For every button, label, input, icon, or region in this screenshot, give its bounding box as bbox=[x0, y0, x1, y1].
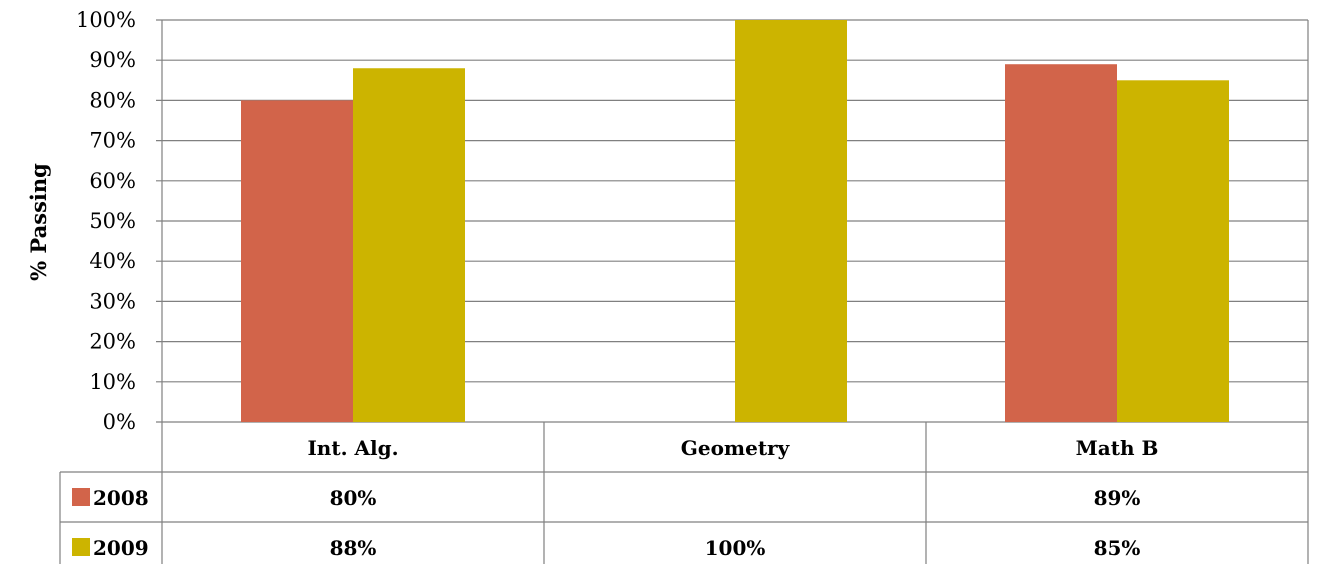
data-label: 100% bbox=[705, 536, 766, 560]
bars bbox=[241, 20, 1229, 423]
bar-2009-int-alg- bbox=[353, 68, 465, 423]
y-tick-label: 70% bbox=[89, 129, 136, 153]
y-tick-label: 60% bbox=[89, 169, 136, 193]
y-tick-label: 0% bbox=[103, 410, 136, 434]
legend-label: 2009 bbox=[93, 536, 149, 560]
bar-2009-geometry bbox=[735, 20, 847, 422]
y-tick-label: 80% bbox=[89, 88, 136, 112]
bar-2008-int-alg- bbox=[241, 100, 353, 423]
legend-label: 2008 bbox=[93, 486, 149, 510]
y-tick-label: 50% bbox=[89, 209, 136, 233]
bar-2008-math-b bbox=[1005, 64, 1117, 422]
y-tick-label: 30% bbox=[89, 289, 136, 313]
data-table: Int. Alg. Geometry Math B 2008 80% 89% 2009 88%… bbox=[59, 422, 1309, 564]
category-label: Int. Alg. bbox=[307, 436, 398, 460]
y-axis-ticks: 0% 10% 20% 30% 40% 50% 60% 70% 80% 90% 100% bbox=[76, 8, 136, 434]
category-label: Math B bbox=[1076, 436, 1159, 460]
category-label: Geometry bbox=[681, 436, 791, 460]
y-tick-label: 90% bbox=[89, 48, 136, 72]
y-axis-label: % Passing bbox=[26, 163, 51, 281]
y-tick-label: 20% bbox=[89, 330, 136, 354]
data-label: 88% bbox=[330, 536, 377, 560]
data-label: 80% bbox=[330, 486, 377, 510]
y-tick-label: 10% bbox=[89, 370, 136, 394]
data-label: 85% bbox=[1094, 536, 1141, 560]
y-tick-label: 40% bbox=[89, 249, 136, 273]
data-label: 89% bbox=[1094, 486, 1141, 510]
legend-key-2008 bbox=[72, 488, 90, 506]
legend-key-2009 bbox=[72, 538, 90, 556]
bar-2009-math-b bbox=[1117, 80, 1229, 423]
y-tick-label: 100% bbox=[76, 8, 136, 32]
